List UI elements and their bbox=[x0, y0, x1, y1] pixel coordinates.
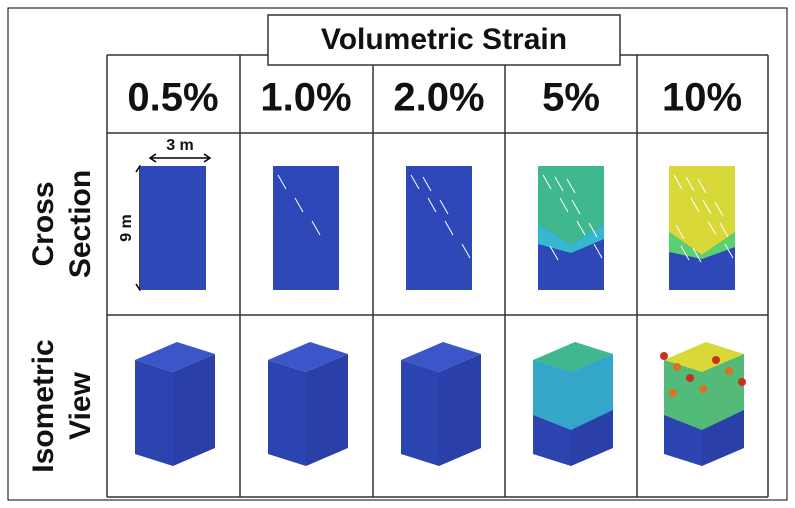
height-label: 9 m bbox=[118, 214, 135, 242]
column-header: 0.5% bbox=[127, 76, 218, 120]
fragment bbox=[673, 363, 681, 371]
figure: Volumetric Strain Cross Section Isometri… bbox=[0, 0, 795, 508]
fragment bbox=[669, 389, 677, 397]
title: Volumetric Strain bbox=[321, 23, 567, 56]
iso-front bbox=[401, 360, 439, 466]
iso-front bbox=[135, 360, 173, 466]
column-header: 1.0% bbox=[260, 76, 351, 120]
row-label: Section bbox=[64, 170, 97, 278]
fragment bbox=[686, 374, 694, 382]
iso-side bbox=[306, 354, 348, 466]
column-header: 2.0% bbox=[393, 76, 484, 120]
fragment bbox=[725, 367, 733, 375]
cross-section bbox=[140, 166, 206, 290]
fragment bbox=[712, 356, 720, 364]
column-header: 10% bbox=[662, 76, 742, 120]
row-label: Isometric bbox=[27, 339, 60, 472]
column-header: 5% bbox=[542, 76, 600, 120]
fragment bbox=[660, 352, 668, 360]
fragment bbox=[738, 378, 746, 386]
iso-side bbox=[439, 354, 481, 466]
fragment bbox=[699, 385, 707, 393]
row-label: View bbox=[64, 371, 97, 439]
row-label: Cross bbox=[27, 181, 60, 266]
iso-side bbox=[173, 354, 215, 466]
iso-front bbox=[268, 360, 306, 466]
width-label: 3 m bbox=[166, 137, 194, 154]
